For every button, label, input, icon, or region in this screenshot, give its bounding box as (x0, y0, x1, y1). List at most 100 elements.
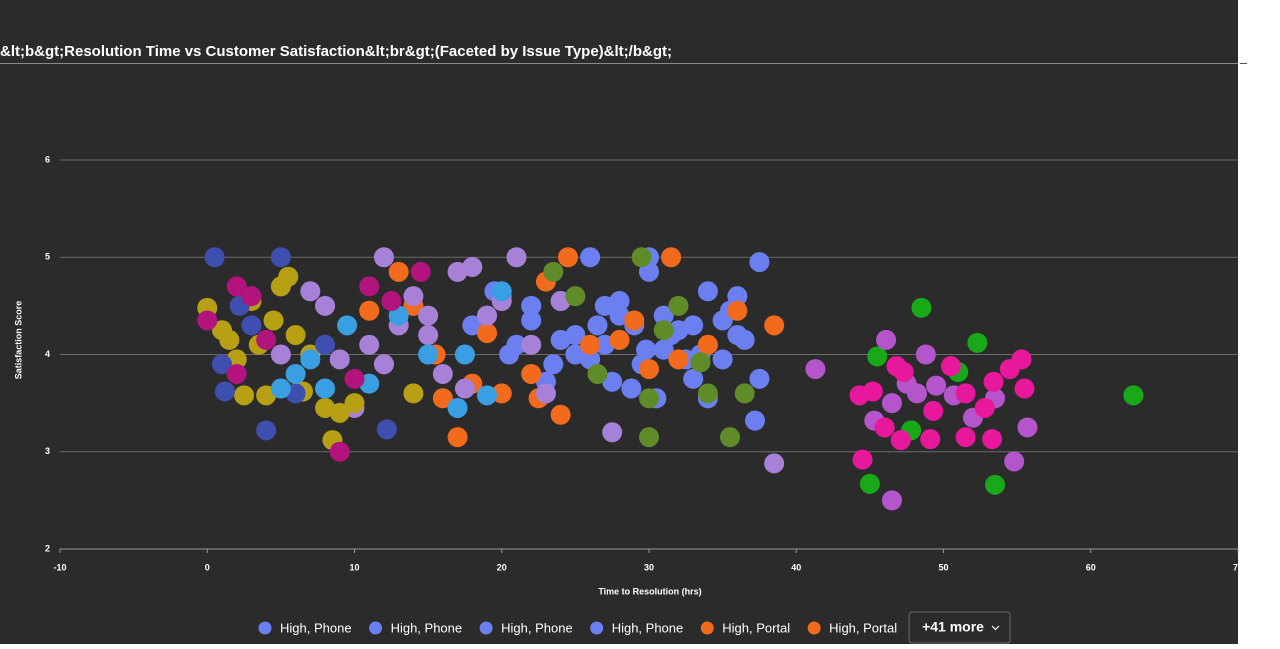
legend-item[interactable]: High, Portal (807, 620, 898, 635)
y-tick-label: 2 (45, 543, 50, 553)
point (204, 247, 225, 268)
point (982, 429, 1003, 450)
y-tick-label: 4 (45, 349, 50, 359)
point (890, 430, 911, 451)
point (359, 300, 380, 321)
point (624, 310, 645, 331)
point (315, 295, 336, 316)
point (373, 247, 394, 268)
point (521, 310, 542, 331)
point (359, 276, 380, 297)
chevron-icon (991, 625, 1000, 631)
point (403, 383, 424, 404)
point (653, 320, 674, 341)
point (418, 305, 439, 326)
point (955, 383, 976, 404)
point (764, 453, 785, 474)
chart-title: &lt;b&gt;Resolution Time vs Customer Sat… (0, 43, 672, 60)
point (661, 247, 682, 268)
point (955, 427, 976, 448)
point (712, 349, 733, 370)
x-tick-label: 20 (497, 562, 507, 572)
legend-item[interactable]: High, Phone (369, 620, 462, 635)
point (697, 334, 718, 355)
point (911, 297, 932, 318)
y-tick-label: 3 (45, 446, 50, 456)
x-tick-label: 60 (1086, 562, 1096, 572)
legend-label: High, Portal (722, 620, 790, 635)
point (690, 352, 711, 373)
legend-swatch (369, 621, 383, 635)
x-tick-label: 40 (791, 562, 801, 572)
point (454, 378, 475, 399)
point (432, 388, 453, 409)
point (587, 315, 608, 336)
point (974, 397, 995, 418)
y-axis-label: Satisfaction Score (13, 301, 23, 380)
point (329, 441, 350, 462)
point (876, 329, 897, 350)
grid: 2 3 4 5 6 -10 0 10 20 30 40 50 60 70 (45, 154, 1243, 572)
legend-item[interactable]: High, Phone (590, 620, 683, 635)
point (859, 473, 880, 494)
x-tick-label: 0 (205, 562, 210, 572)
point (727, 300, 748, 321)
point (454, 344, 475, 365)
point (447, 397, 468, 418)
point (621, 378, 642, 399)
point (535, 383, 556, 404)
point (683, 368, 704, 389)
point (214, 381, 235, 402)
point (602, 371, 623, 392)
point (636, 339, 657, 360)
point (499, 344, 520, 365)
point (697, 281, 718, 302)
point (852, 449, 873, 470)
legend-item[interactable]: High, Phone (479, 620, 573, 635)
point (697, 383, 718, 404)
point (263, 310, 284, 331)
point (565, 325, 586, 346)
point (285, 325, 306, 346)
point (653, 305, 674, 326)
point (376, 419, 397, 440)
point (594, 295, 615, 316)
point (668, 295, 689, 316)
point (587, 363, 608, 384)
point (477, 323, 498, 344)
point (668, 349, 689, 370)
point (874, 417, 895, 438)
legend-item[interactable]: High, Phone (258, 620, 352, 635)
point (278, 266, 299, 287)
points (197, 247, 1144, 511)
point (805, 359, 826, 380)
y-tick-label: 6 (45, 154, 50, 164)
point (491, 383, 512, 404)
legend-label: High, Phone (280, 620, 352, 635)
point (639, 427, 659, 448)
point (447, 427, 468, 448)
point (558, 247, 579, 268)
point (749, 252, 770, 273)
point (565, 286, 586, 307)
point (940, 356, 961, 377)
point (270, 247, 291, 268)
point (881, 490, 902, 511)
point (967, 332, 988, 353)
point (1004, 451, 1025, 472)
point (543, 261, 564, 282)
point (373, 354, 394, 375)
legend: High, Phone High, Phone High, Phone High, P… (258, 611, 1011, 644)
point (983, 371, 1004, 392)
legend-more-button[interactable]: +41 more (908, 611, 1011, 644)
legend-item[interactable]: High, Portal (700, 620, 791, 635)
point (300, 349, 321, 370)
point (256, 420, 277, 441)
point (719, 427, 740, 448)
point (580, 247, 601, 268)
button-frame (908, 611, 1011, 644)
point (926, 375, 947, 396)
point (270, 378, 291, 399)
point (344, 393, 365, 414)
